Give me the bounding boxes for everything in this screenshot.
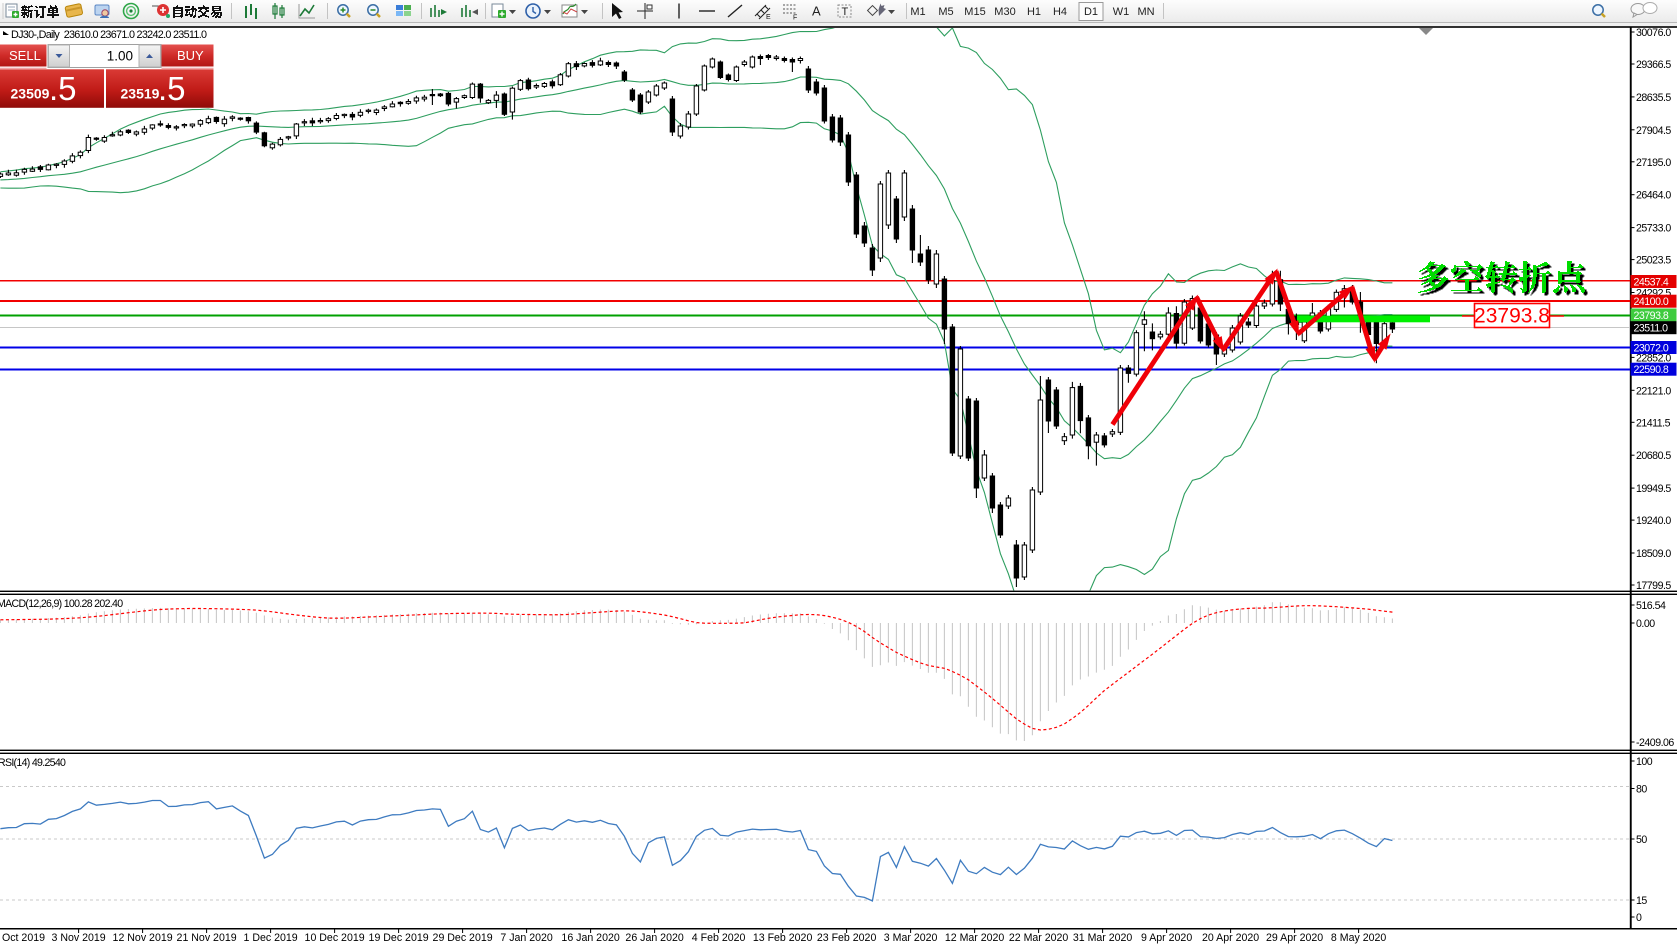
svg-text:23519: 23519 — [121, 86, 160, 102]
svg-text:22852.0: 22852.0 — [1636, 352, 1671, 364]
svg-text:-2409.06: -2409.06 — [1636, 737, 1674, 749]
svg-text:19949.5: 19949.5 — [1636, 483, 1671, 495]
svg-text:RSI(14) 49.2540: RSI(14) 49.2540 — [0, 757, 66, 769]
svg-text:BUY: BUY — [177, 48, 204, 63]
svg-text:23511.0: 23511.0 — [1634, 323, 1669, 335]
svg-text:20 Apr 2020: 20 Apr 2020 — [1202, 932, 1259, 944]
svg-text:24100.0: 24100.0 — [1634, 296, 1669, 308]
svg-text:16 Jan 2020: 16 Jan 2020 — [561, 932, 619, 944]
svg-text:23793.8: 23793.8 — [1474, 305, 1550, 328]
svg-text:1.00: 1.00 — [107, 49, 133, 64]
svg-text:E: E — [766, 14, 771, 21]
svg-text:22121.0: 22121.0 — [1636, 385, 1671, 397]
svg-text:0: 0 — [1636, 912, 1642, 924]
svg-text:21411.5: 21411.5 — [1636, 417, 1671, 429]
svg-text:3 Nov 2019: 3 Nov 2019 — [52, 932, 106, 944]
svg-text:4 Feb 2020: 4 Feb 2020 — [692, 932, 746, 944]
svg-text:12 Nov 2019: 12 Nov 2019 — [113, 932, 173, 944]
svg-text:15: 15 — [1636, 895, 1647, 907]
svg-text:3 Mar 2020: 3 Mar 2020 — [884, 932, 938, 944]
svg-text:12 Mar 2020: 12 Mar 2020 — [945, 932, 1005, 944]
svg-text:22 Mar 2020: 22 Mar 2020 — [1009, 932, 1069, 944]
svg-text:18509.0: 18509.0 — [1636, 548, 1671, 560]
svg-text:A: A — [812, 4, 821, 19]
svg-text:M30: M30 — [994, 6, 1015, 18]
svg-text:22590.8: 22590.8 — [1634, 364, 1669, 376]
svg-text:1 Dec 2019: 1 Dec 2019 — [244, 932, 298, 944]
svg-text:24537.4: 24537.4 — [1634, 277, 1669, 289]
svg-text:23 Feb 2020: 23 Feb 2020 — [817, 932, 877, 944]
svg-text:MN: MN — [1137, 6, 1154, 18]
svg-text:0.00: 0.00 — [1636, 618, 1655, 630]
svg-text:80: 80 — [1636, 784, 1647, 796]
svg-text:23793.8: 23793.8 — [1634, 310, 1669, 322]
svg-text:SELL: SELL — [9, 48, 41, 63]
svg-text:29366.5: 29366.5 — [1636, 59, 1671, 71]
svg-text:10 Dec 2019: 10 Dec 2019 — [305, 932, 365, 944]
svg-text:31 Mar 2020: 31 Mar 2020 — [1073, 932, 1133, 944]
svg-text:516.54: 516.54 — [1636, 600, 1666, 612]
svg-text:30076.0: 30076.0 — [1636, 27, 1671, 39]
svg-text:28635.5: 28635.5 — [1636, 92, 1671, 104]
svg-text:29 Apr 2020: 29 Apr 2020 — [1266, 932, 1323, 944]
svg-text:13 Feb 2020: 13 Feb 2020 — [753, 932, 813, 944]
svg-text:21 Nov 2019: 21 Nov 2019 — [177, 932, 237, 944]
svg-text:23072.0: 23072.0 — [1634, 343, 1669, 355]
svg-text:W1: W1 — [1113, 6, 1130, 18]
svg-text:MACD(12,26,9) 100.28 202.40: MACD(12,26,9) 100.28 202.40 — [0, 598, 123, 610]
svg-text:M1: M1 — [910, 6, 925, 18]
svg-text:T: T — [842, 6, 849, 18]
svg-text:M5: M5 — [938, 6, 953, 18]
svg-text:26464.0: 26464.0 — [1636, 190, 1671, 202]
svg-text:25733.0: 25733.0 — [1636, 223, 1671, 235]
svg-text:9 Apr 2020: 9 Apr 2020 — [1141, 932, 1192, 944]
svg-text:7 Jan 2020: 7 Jan 2020 — [500, 932, 553, 944]
svg-text:Oct 2019: Oct 2019 — [2, 932, 45, 944]
svg-text:50: 50 — [1636, 834, 1647, 846]
svg-text:H4: H4 — [1053, 6, 1067, 18]
svg-text:100: 100 — [1636, 756, 1653, 768]
svg-text:F: F — [793, 15, 797, 22]
svg-text:D1: D1 — [1084, 6, 1098, 18]
svg-text:H1: H1 — [1027, 6, 1041, 18]
svg-text:M15: M15 — [964, 6, 985, 18]
svg-text:25023.5: 25023.5 — [1636, 255, 1671, 267]
svg-text:8 May 2020: 8 May 2020 — [1331, 932, 1386, 944]
svg-text:17799.5: 17799.5 — [1636, 580, 1671, 592]
svg-text:23509: 23509 — [11, 86, 50, 102]
svg-text:27195.0: 27195.0 — [1636, 157, 1671, 169]
svg-text:27904.5: 27904.5 — [1636, 125, 1671, 137]
svg-text:.5: .5 — [158, 70, 186, 107]
svg-text:19240.0: 19240.0 — [1636, 515, 1671, 527]
svg-text:.5: .5 — [49, 70, 77, 107]
svg-text:29 Dec 2019: 29 Dec 2019 — [433, 932, 493, 944]
svg-text:26 Jan 2020: 26 Jan 2020 — [625, 932, 683, 944]
svg-text:20680.5: 20680.5 — [1636, 450, 1671, 462]
svg-text:DJ30-,Daily 23610.0 23671.0 2: DJ30-,Daily 23610.0 23671.0 23242.0 2351… — [11, 29, 207, 41]
svg-text:19 Dec 2019: 19 Dec 2019 — [369, 932, 429, 944]
